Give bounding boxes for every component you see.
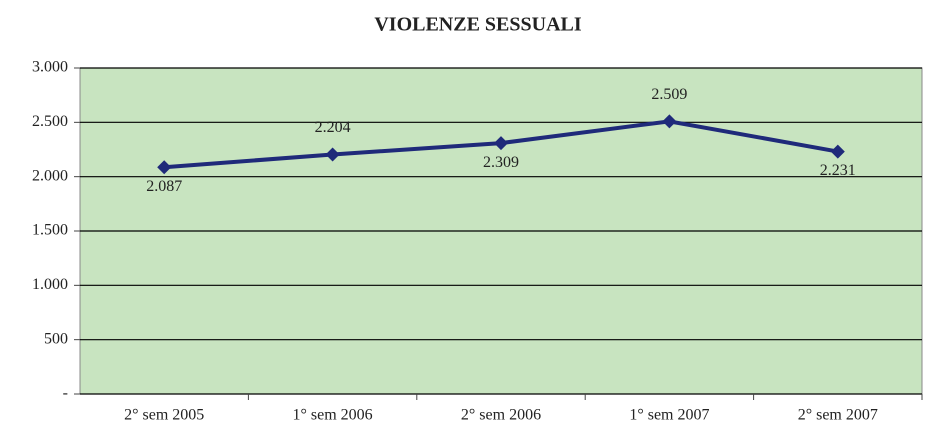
x-tick-label: 1° sem 2007: [629, 407, 709, 424]
y-tick-label: 2.500: [32, 113, 68, 130]
y-tick-label: 3.000: [32, 59, 68, 76]
x-tick-label: 2° sem 2007: [798, 407, 878, 424]
y-tick-label: 1.000: [32, 276, 68, 293]
data-label: 2.309: [483, 154, 519, 171]
x-tick-label: 2° sem 2005: [124, 407, 204, 424]
data-label: 2.204: [315, 119, 351, 136]
chart-title: VIOLENZE SESSUALI: [374, 14, 582, 36]
data-label: 2.231: [820, 162, 856, 179]
y-tick-label: 1.500: [32, 222, 68, 239]
data-marker: [325, 147, 340, 162]
y-tick-label: -: [63, 385, 68, 402]
y-tick-label: 500: [44, 330, 68, 347]
data-label: 2.087: [146, 178, 182, 195]
data-label: 2.509: [651, 86, 687, 103]
x-tick-label: 1° sem 2006: [293, 407, 373, 424]
data-marker: [494, 136, 508, 151]
x-tick-label: 2° sem 2006: [461, 407, 541, 424]
y-tick-label: 2.000: [32, 167, 68, 184]
data-marker: [830, 144, 845, 159]
data-marker: [662, 114, 677, 129]
data-marker: [157, 160, 172, 175]
